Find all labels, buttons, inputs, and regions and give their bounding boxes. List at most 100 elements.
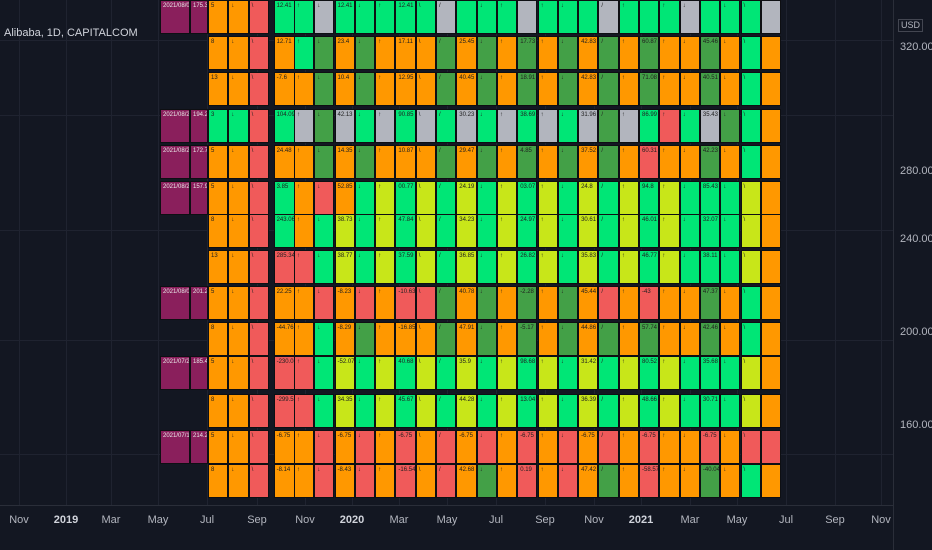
table-cell: / xyxy=(598,250,619,284)
table-cell: / xyxy=(598,0,619,34)
table-cell: 40.68 xyxy=(395,356,416,390)
table-cell: ↓ xyxy=(720,214,741,248)
table-cell: ↑ xyxy=(293,145,315,179)
price-tick-label: 280.00 xyxy=(900,165,932,177)
table-cell: -43 xyxy=(639,286,660,320)
table-cell: / xyxy=(598,394,619,428)
table-cell: ↓ xyxy=(476,356,497,390)
table-cell: 31.96 xyxy=(578,109,599,143)
table-cell: \ xyxy=(740,72,761,106)
table-cell: ↓ xyxy=(720,145,741,179)
table-cell: 37.52 xyxy=(578,145,599,179)
table-cell: ↑ xyxy=(293,394,315,428)
table-cell: ↓ xyxy=(557,286,579,320)
table-cell: ↓ xyxy=(476,0,497,34)
table-cell xyxy=(760,250,782,284)
table-cell: 38.69 xyxy=(517,109,538,143)
table-cell: / xyxy=(436,0,457,34)
table-cell: -8.29 xyxy=(334,322,355,356)
table-cell: -6.75 xyxy=(456,430,477,464)
table-cell: ↑ xyxy=(496,322,518,356)
table-cell: ↓ xyxy=(354,214,376,248)
table-cell: ↑ xyxy=(496,464,518,498)
symbol-title[interactable]: Alibaba, 1D, CAPITALCOM xyxy=(4,27,138,39)
table-cell: 47.84 xyxy=(395,214,416,248)
table-cell: \ xyxy=(415,36,436,70)
table-cell: ↓ xyxy=(679,322,700,356)
table-cell: ↓ xyxy=(557,214,579,248)
table-cell: ↓ xyxy=(354,250,376,284)
table-cell: \ xyxy=(740,145,761,179)
chart-area[interactable]: Alibaba, 1D, CAPITALCOM 2021/08/07175.35… xyxy=(0,0,893,505)
table-cell: 45.67 xyxy=(395,394,416,428)
table-cell: / xyxy=(598,109,619,143)
table-cell: ↑ xyxy=(618,286,639,320)
price-axis[interactable]: USD 320.00 280.00 240.00 200.00 160.00 xyxy=(893,0,932,550)
table-cell: ↑ xyxy=(375,109,396,143)
table-cell: ↓ xyxy=(314,430,335,464)
table-cell: 10.87 xyxy=(395,145,416,179)
table-cell: ↓ xyxy=(228,394,249,428)
table-cell: ↓ xyxy=(720,250,741,284)
currency-badge[interactable]: USD xyxy=(898,19,924,32)
table-cell: \ xyxy=(740,0,761,34)
table-cell: -16.85 xyxy=(395,322,416,356)
table-cell: \ xyxy=(248,214,269,248)
table-cell xyxy=(699,0,721,34)
table-cell: \ xyxy=(740,464,761,498)
table-cell: ↓ xyxy=(228,322,249,356)
table-cell: 03.07 xyxy=(517,181,538,215)
table-cell: / xyxy=(598,145,619,179)
table-cell: \ xyxy=(248,36,269,70)
table-cell: / xyxy=(598,464,619,498)
table-cell: ↑ xyxy=(659,286,680,320)
table-cell: ↓ xyxy=(228,464,249,498)
table-cell: ↓ xyxy=(228,181,249,215)
table-cell: \ xyxy=(248,430,269,464)
table-cell: ↓ xyxy=(476,181,497,215)
time-axis[interactable]: Nov 2019 Mar May Jul Sep Nov 2020 Mar May Jul Sep No… xyxy=(0,505,893,550)
table-cell: ↓ xyxy=(354,36,376,70)
table-cell: 46.77 xyxy=(639,250,660,284)
table-cell: ↓ xyxy=(679,430,700,464)
table-cell: ↑ xyxy=(659,145,680,179)
table-cell: ↓ xyxy=(476,322,497,356)
table-cell: / xyxy=(436,430,457,464)
table-cell: 80.52 xyxy=(639,356,660,390)
grid-line-v xyxy=(881,0,882,505)
table-cell xyxy=(760,72,782,106)
table-cell: ↑ xyxy=(537,72,558,106)
table-cell: ↑ xyxy=(293,430,315,464)
table-cell: 36.39 xyxy=(578,394,599,428)
table-cell: ↑ xyxy=(537,464,558,498)
row-price-cell: 194.29 xyxy=(190,109,208,143)
table-cell: ↓ xyxy=(314,109,335,143)
table-cell: ↑ xyxy=(375,36,396,70)
table-cell: 32.07 xyxy=(699,214,721,248)
table-cell: 17.11 xyxy=(395,36,416,70)
table-cell: 13 xyxy=(208,250,229,284)
table-cell: ↑ xyxy=(537,109,558,143)
table-cell: 40.51 xyxy=(699,72,721,106)
table-cell: -8.23 xyxy=(334,286,355,320)
table-cell: / xyxy=(598,181,619,215)
table-cell xyxy=(760,286,782,320)
table-cell: ↑ xyxy=(618,430,639,464)
table-cell: ↑ xyxy=(618,36,639,70)
table-cell: ↑ xyxy=(375,394,396,428)
time-tick-label: Jul xyxy=(199,514,215,526)
price-tick-label: 200.00 xyxy=(900,326,932,338)
table-cell: 38.11 xyxy=(699,250,721,284)
table-cell: ↓ xyxy=(557,145,579,179)
table-cell: ↓ xyxy=(679,250,700,284)
table-cell: \ xyxy=(415,322,436,356)
table-cell: ↑ xyxy=(659,214,680,248)
table-cell: ↓ xyxy=(314,181,335,215)
table-cell: ↑ xyxy=(293,72,315,106)
table-cell: ↑ xyxy=(537,286,558,320)
table-cell: ↓ xyxy=(314,322,335,356)
table-cell: ↑ xyxy=(659,36,680,70)
table-cell: ↓ xyxy=(679,181,700,215)
table-cell: / xyxy=(598,36,619,70)
table-cell: \ xyxy=(248,286,269,320)
